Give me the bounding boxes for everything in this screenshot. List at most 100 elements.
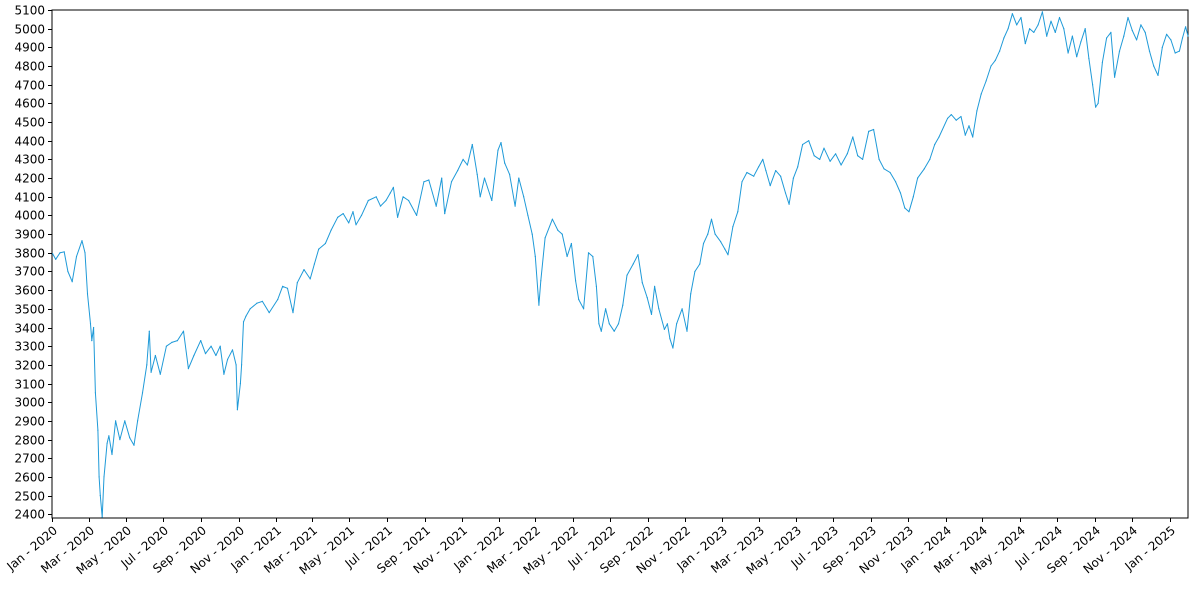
data-point [1097, 102, 1099, 104]
data-point [106, 442, 108, 444]
data-point [523, 196, 525, 198]
data-point [303, 269, 305, 271]
data-point [923, 168, 925, 170]
data-point [566, 255, 568, 258]
data-point [883, 168, 885, 170]
data-point [444, 213, 446, 215]
data-point [1088, 58, 1090, 60]
data-point [990, 65, 992, 67]
data-point [1033, 31, 1035, 33]
data-point [840, 164, 842, 166]
data-point [968, 125, 970, 127]
data-point [441, 177, 443, 179]
data-point [758, 166, 760, 168]
data-point [392, 186, 394, 188]
data-point [52, 253, 54, 255]
data-point [375, 196, 377, 198]
data-point [1024, 43, 1026, 45]
data-point [852, 136, 854, 138]
data-point [148, 330, 150, 332]
data-point [352, 211, 354, 213]
data-point [428, 179, 430, 181]
data-point [99, 495, 101, 497]
data-point [137, 420, 139, 422]
y-tick-label: 2900 [14, 415, 45, 429]
data-point [1170, 39, 1172, 41]
data-point [514, 205, 516, 207]
data-point [613, 330, 615, 332]
data-point [1101, 61, 1103, 63]
y-tick-label: 3100 [14, 378, 45, 392]
data-point [819, 158, 821, 160]
data-point [846, 153, 848, 155]
data-point [282, 285, 284, 287]
data-point [89, 323, 92, 325]
data-point [960, 115, 962, 118]
data-point [235, 364, 237, 366]
data-points [52, 11, 1189, 518]
data-point [509, 173, 511, 175]
data-point [762, 158, 764, 160]
data-point [1136, 39, 1138, 41]
data-point [219, 345, 221, 347]
data-point [462, 158, 464, 160]
data-point [159, 373, 161, 375]
data-point [1174, 52, 1176, 54]
data-point [792, 177, 795, 179]
data-point [702, 242, 705, 245]
data-point [654, 285, 656, 287]
data-point [765, 170, 767, 172]
data-point [1106, 37, 1108, 39]
data-point [476, 173, 478, 175]
data-point [342, 213, 344, 215]
data-point [313, 263, 315, 265]
data-point [367, 199, 369, 202]
y-tick-label: 4000 [14, 209, 45, 223]
data-point [637, 254, 639, 256]
data-point [479, 196, 481, 198]
data-point [416, 214, 418, 216]
data-point [1007, 28, 1009, 30]
y-tick-label: 3200 [14, 359, 45, 373]
data-point [277, 298, 279, 301]
y-tick-label: 4400 [14, 135, 45, 149]
data-point [1144, 31, 1146, 33]
data-point [242, 321, 245, 323]
data-point [908, 211, 910, 213]
data-point [268, 312, 270, 314]
data-point [330, 229, 332, 231]
y-tick-label: 2800 [14, 434, 45, 448]
data-point [71, 281, 73, 283]
data-point [1046, 35, 1048, 37]
y-tick-label: 3600 [14, 284, 45, 298]
data-point [641, 282, 643, 284]
data-point [97, 429, 99, 431]
data-point [81, 240, 83, 242]
data-point [650, 313, 653, 315]
data-point [808, 140, 810, 142]
data-point [1016, 24, 1018, 26]
y-tick-label: 2600 [14, 471, 45, 485]
y-tick-label: 4200 [14, 172, 45, 186]
data-point [204, 353, 207, 355]
data-point [200, 340, 202, 342]
data-point [1127, 16, 1129, 19]
data-point [895, 181, 897, 183]
y-tick-label: 3900 [14, 228, 45, 242]
data-point [1185, 26, 1187, 28]
data-point [309, 278, 311, 280]
data-point [124, 420, 126, 422]
data-point [904, 207, 906, 209]
data-point [75, 255, 78, 258]
data-point [55, 258, 57, 260]
data-point [592, 255, 594, 258]
data-point [669, 338, 671, 340]
y-tick-label: 4700 [14, 79, 45, 93]
data-point [59, 252, 61, 254]
data-point [531, 233, 533, 235]
data-point [583, 308, 585, 310]
data-point [457, 170, 459, 172]
data-point [210, 345, 212, 347]
data-point [1050, 20, 1052, 22]
data-point [500, 142, 502, 144]
